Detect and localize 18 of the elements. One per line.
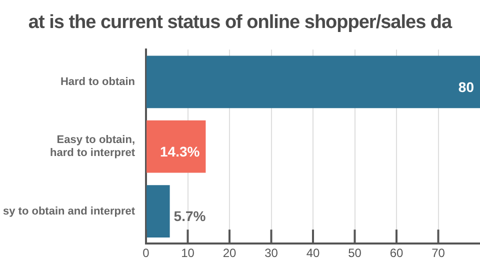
x-tick-label: 30 xyxy=(264,246,278,260)
y-tick-label: Easy to obtain, hard to interpret xyxy=(50,134,136,160)
x-tick-label: 0 xyxy=(142,246,150,260)
data-label: 80 xyxy=(458,78,474,95)
x-tick-label: 60 xyxy=(390,246,404,260)
bar xyxy=(146,185,170,238)
x-tick-label: 20 xyxy=(222,246,236,260)
data-label: 14.3% xyxy=(160,143,200,160)
y-tick-label: sy to obtain and interpret xyxy=(2,205,136,218)
y-tick-label: Hard to obtain xyxy=(60,76,136,88)
data-label: 5.7% xyxy=(174,208,206,224)
x-tick-label: 50 xyxy=(348,246,362,260)
x-tick-label: 70 xyxy=(432,246,446,260)
bar xyxy=(146,120,206,173)
chart-title: at is the current status of online shopper/sales da xyxy=(27,12,454,34)
x-tick-label: 40 xyxy=(306,246,320,260)
x-tick-label: 10 xyxy=(181,246,195,260)
bar xyxy=(146,56,480,108)
